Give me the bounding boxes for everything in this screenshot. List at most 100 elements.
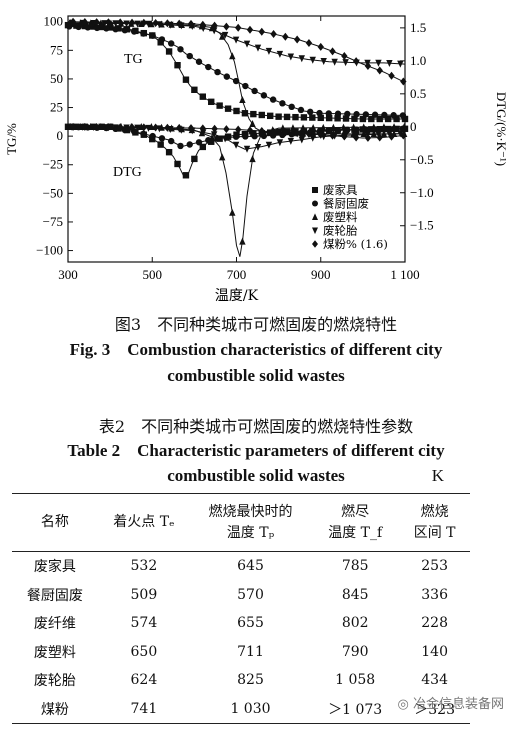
table-cell: 1 058 [335, 672, 376, 689]
data-point [360, 123, 367, 131]
tg-annotation: TG [124, 52, 143, 67]
data-point [287, 137, 295, 145]
data-point [174, 62, 181, 69]
data-point [168, 137, 175, 145]
data-point [342, 59, 349, 67]
table-cell: 509 [130, 586, 158, 603]
table-cell: 570 [237, 586, 264, 603]
data-point [340, 123, 347, 131]
x-tick-label: 700 [227, 267, 247, 282]
data-point [362, 111, 370, 118]
data-point [344, 126, 351, 134]
data-point [218, 32, 226, 40]
data-point [152, 18, 159, 27]
data-point [242, 82, 249, 90]
data-point [93, 123, 100, 132]
legend-label: 煤粉% (1.6) [323, 237, 388, 251]
y-right-tick-label: 1.5 [410, 20, 426, 35]
data-point [371, 111, 379, 118]
data-point [232, 36, 240, 44]
data-point [305, 39, 313, 48]
x-tick-label: 500 [143, 267, 163, 282]
table-caption-en-line1: Table 2 Characteristic parameters of dif… [67, 441, 445, 460]
data-point [279, 124, 287, 132]
data-point [307, 108, 314, 116]
data-point [232, 77, 240, 85]
table-row: 煤粉 741 1 030 ＞1 073 ＞323 [12, 694, 470, 724]
table-cell: ＞323 [399, 694, 470, 724]
dtg-annotation: DTG [113, 165, 142, 180]
series-group [67, 17, 407, 142]
data-point [81, 22, 89, 30]
table-unit: K [431, 466, 444, 485]
data-point [187, 124, 195, 133]
table-caption-en-line2-text: combustible solid wastes [167, 466, 345, 485]
header-ignition-line1: 着火点 Tₑ [113, 514, 175, 530]
header-burnout-line2: 温度 T_f [328, 524, 383, 541]
data-point [112, 25, 119, 33]
data-point [334, 110, 342, 117]
data-point [289, 124, 297, 132]
table-cell: 655 [237, 615, 264, 632]
series-group [64, 21, 409, 179]
data-point [218, 153, 226, 161]
data-point [186, 141, 193, 148]
data-point [97, 122, 105, 130]
data-point [380, 130, 388, 138]
data-point [149, 132, 156, 140]
table-cell: 253 [421, 558, 448, 575]
data-point [234, 125, 242, 134]
data-point [390, 123, 398, 131]
data-point [254, 143, 262, 151]
data-point [320, 123, 327, 131]
table-cell: 废家具 [33, 559, 76, 576]
data-point [317, 130, 324, 139]
table-cell: 餐厨固废 [26, 587, 83, 604]
y-left-tick-label: −50 [43, 185, 63, 200]
parameters-table: 名称 着火点 Tₑ 燃烧最快时的 温度 Tₚ 燃尽 温度 T_f 燃烧 区间 T 废家… [12, 493, 470, 724]
y-right-tick-label: −0.5 [410, 152, 434, 167]
data-point [352, 133, 360, 142]
data-point [309, 123, 317, 131]
data-point [208, 133, 216, 141]
data-point [140, 123, 148, 132]
wechat-icon: ◎ [397, 697, 409, 712]
data-point [165, 48, 173, 55]
y-left-tick-label: 75 [50, 42, 63, 57]
legend-label: 餐厨固废 [323, 197, 369, 211]
data-point [152, 123, 159, 132]
table-cell: 574 [130, 615, 158, 632]
data-point [187, 19, 195, 28]
data-point [182, 172, 190, 179]
table-cell: 741 [97, 694, 190, 724]
table-cell: 645 [237, 558, 264, 575]
data-point [298, 136, 305, 144]
data-point [370, 123, 378, 131]
data-point [312, 187, 318, 193]
data-point [140, 18, 148, 27]
data-point [276, 139, 284, 147]
data-point [174, 160, 181, 168]
data-point [342, 115, 350, 122]
data-point [279, 100, 286, 107]
data-point [312, 227, 318, 235]
data-point [254, 44, 262, 52]
data-point [210, 131, 218, 139]
data-point [317, 114, 324, 122]
data-point [276, 50, 284, 58]
header-peak-temp: 燃烧最快时的 温度 Tₚ [189, 493, 312, 552]
data-point [300, 128, 308, 135]
table-header-row: 名称 着火点 Tₑ 燃烧最快时的 温度 Tₚ 燃尽 温度 T_f 燃烧 区间 T [12, 493, 470, 552]
y-left-tick-label: 25 [50, 100, 63, 115]
data-point [267, 112, 274, 120]
data-point [211, 124, 218, 133]
data-point [140, 30, 147, 37]
legend-label: 废塑料 [323, 210, 358, 224]
data-point [364, 61, 372, 70]
data-point [381, 111, 388, 119]
y-right-tick-label: −1.0 [410, 185, 434, 200]
header-peak-temp-line2: 温度 Tₚ [226, 524, 275, 541]
y-left-tick-label: 100 [44, 14, 64, 29]
data-point [199, 20, 206, 29]
